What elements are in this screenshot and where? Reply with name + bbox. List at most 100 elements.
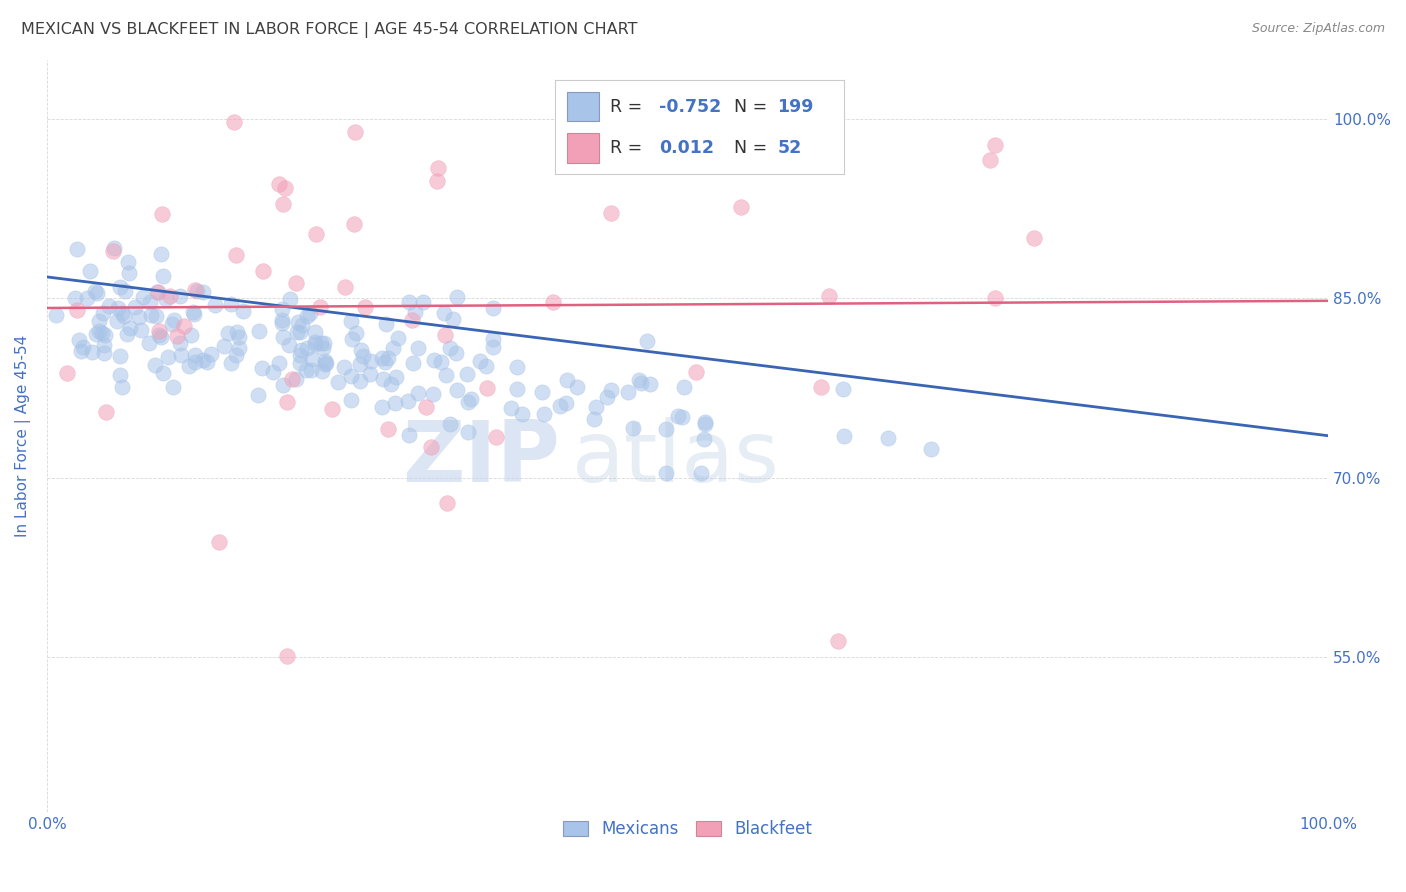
Point xyxy=(621,421,644,435)
Point xyxy=(270,316,292,330)
Point xyxy=(441,312,464,326)
Text: ZIP: ZIP xyxy=(402,417,560,500)
Point xyxy=(672,380,695,394)
Point xyxy=(333,280,356,294)
Y-axis label: In Labor Force | Age 45-54: In Labor Force | Age 45-54 xyxy=(15,334,31,537)
Point xyxy=(298,306,321,320)
Point xyxy=(349,357,371,371)
Point xyxy=(460,392,482,406)
Point xyxy=(506,382,529,396)
Point xyxy=(148,324,170,338)
Point xyxy=(222,115,245,129)
Point xyxy=(69,343,91,358)
Point xyxy=(281,372,304,386)
Point xyxy=(208,535,231,549)
Point xyxy=(278,338,301,352)
Point xyxy=(149,330,172,344)
Point xyxy=(152,207,174,221)
Point xyxy=(408,342,430,356)
Point xyxy=(181,304,204,318)
Point xyxy=(183,307,205,321)
Point xyxy=(115,326,138,341)
Point xyxy=(297,309,319,323)
Point xyxy=(600,206,623,220)
Point xyxy=(984,291,1007,305)
Point xyxy=(557,373,579,387)
Point xyxy=(877,431,900,445)
Point xyxy=(87,314,110,328)
Text: 0.012: 0.012 xyxy=(659,139,714,157)
Point xyxy=(585,401,607,415)
Point xyxy=(117,255,139,269)
Point xyxy=(284,372,307,386)
Point xyxy=(818,289,841,303)
Text: MEXICAN VS BLACKFEET IN LABOR FORCE | AGE 45-54 CORRELATION CHART: MEXICAN VS BLACKFEET IN LABOR FORCE | AG… xyxy=(21,22,637,38)
Point xyxy=(45,308,67,322)
Point xyxy=(426,174,449,188)
Point xyxy=(180,328,202,343)
Point xyxy=(446,290,468,304)
Point xyxy=(149,246,172,260)
Point xyxy=(267,178,290,192)
Point xyxy=(287,315,309,329)
Point xyxy=(301,352,323,367)
Point xyxy=(290,325,312,339)
Point xyxy=(481,301,503,315)
Point xyxy=(827,634,849,648)
Point xyxy=(979,153,1001,167)
Point xyxy=(555,396,578,410)
Point xyxy=(406,386,429,401)
Point xyxy=(415,401,437,415)
Point xyxy=(412,294,434,309)
Point xyxy=(326,375,349,389)
Text: N =: N = xyxy=(734,97,768,115)
Point xyxy=(309,300,332,314)
Point xyxy=(79,264,101,278)
Point xyxy=(184,348,207,362)
Point xyxy=(359,367,381,381)
Point xyxy=(831,382,853,396)
Point xyxy=(270,312,292,326)
Point xyxy=(55,367,77,381)
Point xyxy=(76,291,98,305)
Point xyxy=(567,380,589,394)
Point xyxy=(90,326,112,341)
Point xyxy=(377,422,399,436)
Point xyxy=(200,347,222,361)
Point xyxy=(311,364,333,378)
Point xyxy=(354,300,377,314)
Point xyxy=(312,341,335,355)
Point xyxy=(157,350,180,364)
Point xyxy=(217,326,239,340)
Point xyxy=(314,358,336,372)
Point xyxy=(143,358,166,372)
Text: R =: R = xyxy=(610,139,643,157)
Point xyxy=(381,341,404,355)
Point xyxy=(396,393,419,408)
Point xyxy=(295,341,318,355)
Point xyxy=(630,376,652,390)
Point xyxy=(360,354,382,368)
Point xyxy=(193,353,215,368)
Point xyxy=(655,422,678,436)
Point xyxy=(226,326,249,340)
Point xyxy=(344,326,367,341)
Point xyxy=(616,385,638,400)
Point xyxy=(152,268,174,283)
Point xyxy=(401,313,423,327)
Point xyxy=(352,349,374,363)
Point xyxy=(371,351,394,365)
Point xyxy=(166,329,188,343)
Point xyxy=(86,285,108,300)
Point xyxy=(228,341,250,355)
Point xyxy=(139,308,162,322)
Point xyxy=(636,334,658,348)
Text: N =: N = xyxy=(734,139,768,157)
Point xyxy=(204,298,226,312)
Point xyxy=(228,330,250,344)
Point xyxy=(344,125,367,139)
Point xyxy=(118,266,141,280)
Point xyxy=(273,378,295,392)
Point xyxy=(66,242,89,256)
Point xyxy=(603,88,626,103)
